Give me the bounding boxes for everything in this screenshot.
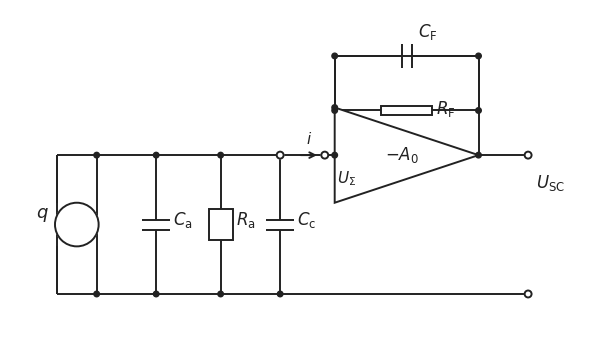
Circle shape bbox=[332, 105, 337, 110]
Circle shape bbox=[476, 53, 481, 59]
Text: $C_{\rm a}$: $C_{\rm a}$ bbox=[173, 209, 193, 230]
Circle shape bbox=[525, 152, 531, 158]
Circle shape bbox=[332, 108, 337, 113]
Circle shape bbox=[476, 108, 481, 113]
Text: $U_{\Sigma}$: $U_{\Sigma}$ bbox=[337, 169, 356, 188]
Circle shape bbox=[55, 203, 99, 246]
Circle shape bbox=[218, 152, 223, 158]
Text: $C_{\rm c}$: $C_{\rm c}$ bbox=[297, 209, 316, 230]
Circle shape bbox=[332, 152, 337, 158]
Bar bbox=[381, 105, 433, 116]
Circle shape bbox=[277, 291, 283, 297]
Text: $R_{\rm F}$: $R_{\rm F}$ bbox=[436, 99, 456, 119]
Circle shape bbox=[321, 152, 328, 158]
Text: $C_{\rm F}$: $C_{\rm F}$ bbox=[418, 22, 437, 42]
Text: $-A_0$: $-A_0$ bbox=[385, 145, 419, 165]
Text: $R_{\rm a}$: $R_{\rm a}$ bbox=[236, 209, 255, 230]
Polygon shape bbox=[335, 107, 478, 203]
Circle shape bbox=[218, 291, 223, 297]
Text: $U_{\rm SC}$: $U_{\rm SC}$ bbox=[536, 173, 565, 193]
Circle shape bbox=[94, 152, 99, 158]
Circle shape bbox=[332, 53, 337, 59]
Text: $i$: $i$ bbox=[306, 131, 312, 147]
Circle shape bbox=[525, 290, 531, 298]
Text: $q$: $q$ bbox=[36, 206, 48, 224]
Circle shape bbox=[94, 291, 99, 297]
Bar bbox=[209, 209, 233, 240]
Circle shape bbox=[476, 152, 481, 158]
Circle shape bbox=[277, 152, 284, 158]
Circle shape bbox=[154, 291, 159, 297]
Circle shape bbox=[154, 152, 159, 158]
